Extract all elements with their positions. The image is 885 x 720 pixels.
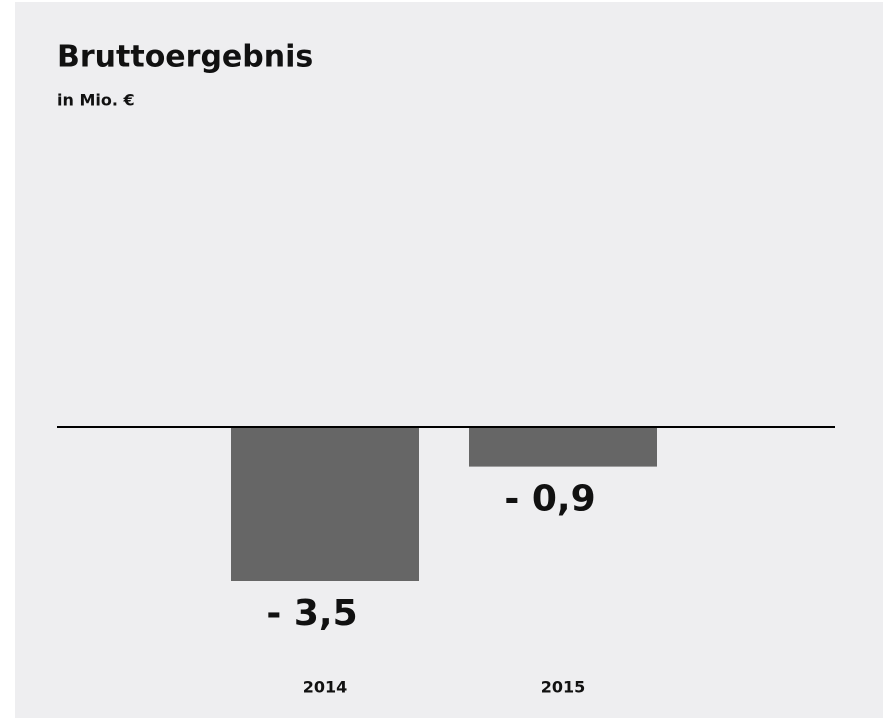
x-tick-label: 2015 (541, 678, 586, 697)
chart-subtitle: in Mio. € (57, 91, 135, 110)
bar (231, 427, 419, 581)
x-tick-label: 2014 (303, 678, 348, 697)
value-label: - 3,5 (266, 593, 357, 634)
panel (15, 2, 883, 718)
chart-title: Bruttoergebnis (57, 40, 313, 75)
bar (469, 427, 657, 467)
value-label: - 0,9 (504, 479, 595, 520)
